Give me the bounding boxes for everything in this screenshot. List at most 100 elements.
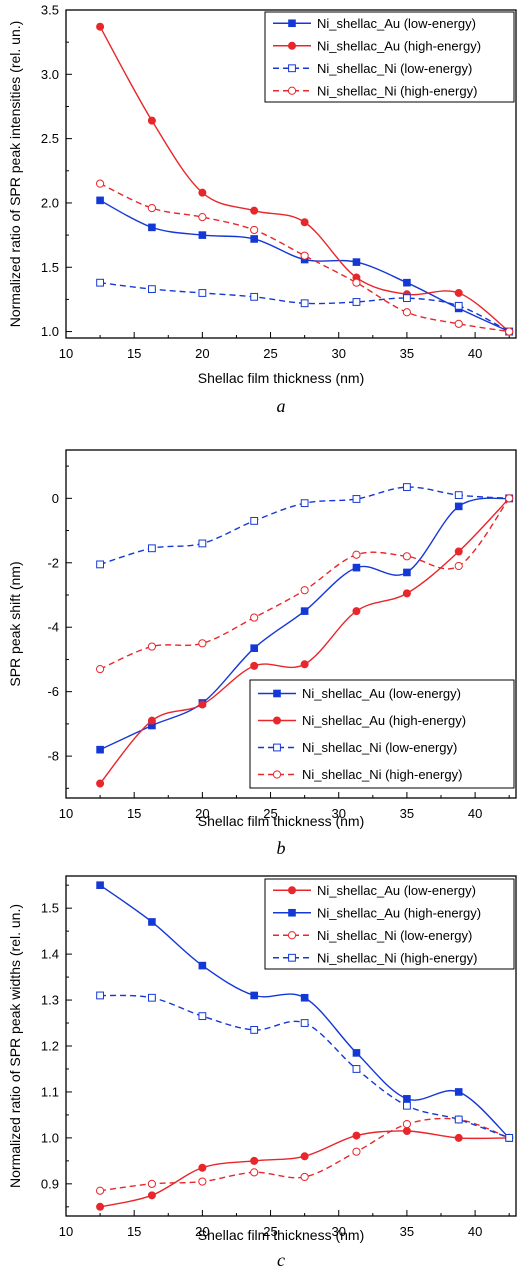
x-tick-label: 35: [400, 346, 414, 361]
legend-marker: [287, 41, 296, 50]
data-point: [352, 563, 361, 572]
data-point: [402, 552, 412, 561]
data-point: [96, 881, 104, 889]
panel-caption: b: [277, 838, 286, 858]
data-point: [147, 716, 156, 725]
data-point: [250, 1156, 259, 1165]
x-tick-label: 20: [195, 346, 209, 361]
y-axis-title: Normalized ratio of SPR peak widths (rel…: [7, 904, 23, 1188]
legend-entry: Ni_shellac_Au (high-energy): [317, 905, 481, 920]
data-point: [147, 203, 157, 213]
y-axis-title: SPR peak shift (nm): [7, 561, 23, 686]
y-tick-label: 1.4: [41, 947, 59, 962]
y-tick-label: 1.3: [41, 993, 59, 1008]
series-3: [96, 483, 514, 569]
legend-entry: Ni_shellac_Au (low-energy): [302, 686, 461, 701]
data-point: [96, 22, 105, 31]
data-point: [352, 278, 361, 287]
y-tick-label: 3.0: [41, 67, 59, 82]
data-point: [505, 1133, 514, 1142]
y-axis-title: Normalized ratio of SPR peak intensities…: [7, 21, 23, 328]
data-point: [95, 1186, 105, 1195]
data-point: [96, 196, 104, 205]
data-point: [352, 1147, 361, 1156]
legend-marker: [288, 19, 296, 28]
data-point: [250, 235, 258, 243]
data-point: [352, 298, 361, 306]
data-point: [198, 700, 207, 709]
data-point: [300, 251, 309, 260]
chart-panel-b: 10 15 20 25 30 35 40 -8 -6 -4 -2 0 Shellac film thic…: [7, 449, 517, 858]
data-point: [198, 188, 207, 197]
data-point: [147, 1179, 157, 1188]
y-tick-label: 1.1: [41, 1084, 59, 1099]
series-line: [99, 486, 510, 566]
data-point: [352, 1065, 361, 1073]
legend-entry: Ni_shellac_Au (low-energy): [317, 883, 476, 898]
x-tick-label: 40: [468, 346, 482, 361]
data-point: [198, 1163, 207, 1172]
data-point: [96, 1202, 105, 1211]
legend-marker: [287, 931, 297, 940]
legend-marker: [288, 908, 296, 917]
data-point: [454, 502, 463, 511]
series-2: [96, 881, 513, 1142]
data-point: [250, 206, 259, 215]
data-point: [250, 644, 258, 652]
data-point: [403, 568, 411, 577]
x-tick-label: 20: [195, 1224, 209, 1239]
data-point: [198, 639, 207, 648]
data-point: [300, 1172, 309, 1182]
data-point: [454, 301, 463, 310]
data-point: [403, 1095, 411, 1103]
y-tick-label: -2: [47, 555, 59, 570]
x-tick-label: 40: [468, 1224, 482, 1239]
data-point: [198, 961, 207, 970]
legend-marker: [272, 770, 282, 779]
data-point: [250, 1026, 259, 1034]
legend-marker: [288, 64, 296, 73]
y-tick-label: 3.5: [41, 3, 59, 18]
legend-marker: [273, 743, 281, 752]
legend-box: [264, 11, 515, 103]
legend-marker: [272, 716, 281, 725]
data-point: [352, 1131, 361, 1140]
data-point: [352, 550, 361, 559]
y-tick-label: 2.5: [41, 131, 59, 146]
series-4: [95, 494, 514, 674]
data-point: [300, 499, 309, 508]
data-point: [300, 218, 309, 227]
data-point: [402, 308, 412, 317]
y-tick-label: 0.9: [41, 1176, 59, 1191]
legend-entry: Ni_shellac_Ni (high-energy): [302, 767, 462, 782]
data-point: [96, 991, 104, 1000]
legend-marker: [273, 689, 281, 698]
x-tick-label: 20: [195, 806, 209, 821]
data-point: [403, 278, 411, 287]
plot-frame: [65, 9, 517, 339]
data-point: [454, 491, 463, 500]
chart-panel-a: 10 15 20 25 30 35 40 1.0 1.5 2.0 2.5 3.0 3.5 Shellac …: [7, 3, 517, 416]
data-point: [352, 1049, 361, 1057]
data-point: [198, 1012, 207, 1021]
data-point: [352, 607, 361, 616]
x-tick-label: 40: [468, 806, 482, 821]
series-4: [95, 179, 514, 336]
legend-box: [249, 679, 515, 789]
data-point: [96, 745, 104, 754]
data-point: [300, 607, 309, 615]
data-point: [198, 231, 207, 239]
y-tick-label: 1.5: [41, 901, 59, 916]
data-point: [402, 589, 411, 598]
data-point: [250, 292, 259, 301]
legend-entry: Ni_shellac_Au (high-energy): [302, 713, 466, 728]
y-tick-label: 1.2: [41, 1039, 59, 1054]
data-point: [250, 225, 259, 235]
data-point: [454, 1088, 463, 1096]
data-point: [148, 918, 156, 926]
data-point: [250, 516, 259, 525]
legend-entry: Ni_shellac_Ni (low-energy): [317, 928, 472, 943]
legend-entry: Ni_shellac_Ni (low-energy): [302, 740, 457, 755]
x-tick-label: 25: [263, 806, 277, 821]
